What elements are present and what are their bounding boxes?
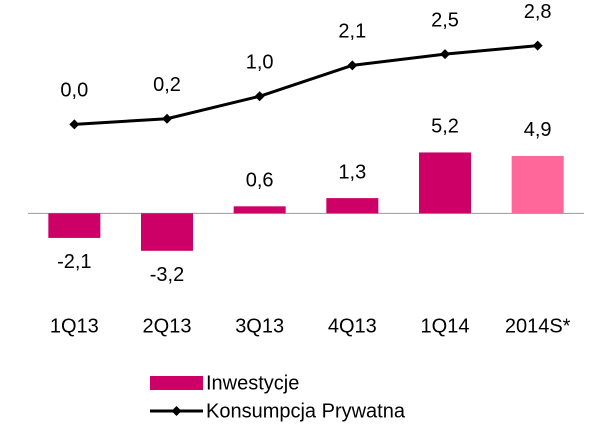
line-value-label: 0,2 [153,74,181,96]
bar-value-label: -3,2 [150,264,184,286]
bar [233,206,286,214]
bar-value-label: 4,9 [524,119,552,141]
bar [48,213,101,238]
line-marker [69,119,80,130]
legend-marker [171,406,182,416]
bar [511,155,564,214]
legend-swatch [150,376,203,390]
line-marker [532,40,543,51]
line-value-label: 2,8 [524,1,552,23]
x-tick-label: 4Q13 [328,315,377,337]
bar-value-label: -2,1 [57,251,91,273]
legend-label: Konsumpcja Prywatna [206,400,406,422]
x-tick-label: 2Q13 [143,315,192,337]
x-tick-label: 2014S* [505,315,571,337]
legend-label: Inwestycje [206,372,299,394]
x-tick-label: 3Q13 [235,315,284,337]
bar [326,198,379,214]
x-tick-label: 1Q14 [421,315,470,337]
x-tick-label: 1Q13 [50,315,99,337]
bar-value-label: 0,6 [246,170,274,192]
line-marker [254,91,265,102]
bar [141,213,193,251]
line-value-label: 1,0 [246,52,274,74]
line-value-label: 2,1 [338,21,366,43]
line-marker [162,113,172,124]
line-value-label: 0,0 [60,80,88,102]
line-marker [440,49,450,60]
bar [419,152,471,214]
bar-value-label: 5,2 [431,116,459,138]
line-marker [347,60,358,71]
line-value-label: 2,5 [431,9,459,31]
line [74,44,538,126]
bar-value-label: 1,3 [338,161,366,183]
